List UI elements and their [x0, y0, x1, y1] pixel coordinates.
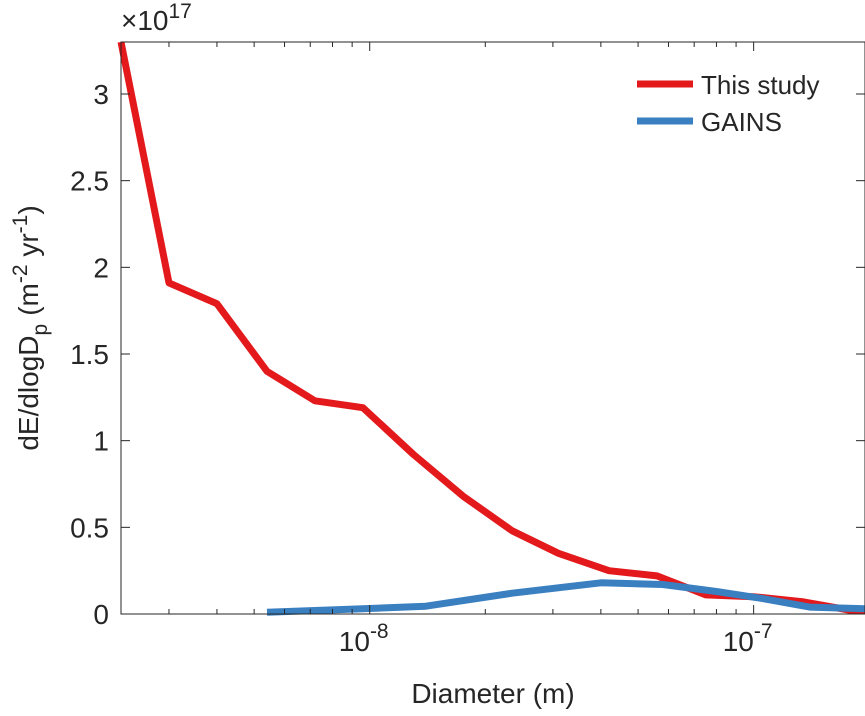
- y-multiplier-base: ×10: [121, 5, 169, 36]
- y-axis-label-unit-mid: yr: [13, 233, 44, 264]
- y-tick-label-6: 3: [93, 79, 109, 110]
- axes-box: [120, 41, 865, 615]
- y-axis-label-main: dE/dlogD: [13, 335, 44, 450]
- y-multiplier-exp: 17: [169, 0, 192, 23]
- y-tick-label-4: 2: [93, 252, 109, 283]
- y-axis-label: dE/dlogDp (m-2 yr-1): [9, 205, 52, 450]
- y-axis-label-exp1: -2: [9, 264, 32, 283]
- y-tick-label-3: 1.5: [70, 339, 109, 370]
- y-axis-multiplier: ×1017: [121, 0, 192, 36]
- y-axis-label-sub: p: [29, 324, 52, 336]
- series-layer: [117, 41, 865, 616]
- legend-label-0: This study: [701, 70, 820, 100]
- y-axis-label-unit-open: (m: [13, 283, 44, 316]
- y-tick-label-5: 2.5: [70, 166, 109, 197]
- y-axis-label-exp2: -1: [9, 215, 32, 234]
- axis-labels: Diameter (m) dE/dlogDp (m-2 yr-1) ×1017: [9, 0, 575, 709]
- x-tick-label-0: 10-8: [339, 620, 389, 657]
- y-axis-label-unit-close: ): [13, 205, 44, 214]
- y-tick-label-0: 0: [93, 599, 109, 630]
- x-axis-label: Diameter (m): [411, 678, 574, 709]
- legend-label-1: GAINS: [701, 107, 782, 137]
- x-tick-label-1: 10-7: [723, 620, 773, 657]
- y-tick-label-2: 1: [93, 426, 109, 457]
- axes-layer: 0 0.5 1 1.5 2 2.5 3 10-8 10-7: [70, 41, 865, 657]
- legend: This study GAINS: [637, 70, 820, 137]
- y-tick-label-1: 0.5: [70, 512, 109, 543]
- series-line-1: [266, 579, 865, 616]
